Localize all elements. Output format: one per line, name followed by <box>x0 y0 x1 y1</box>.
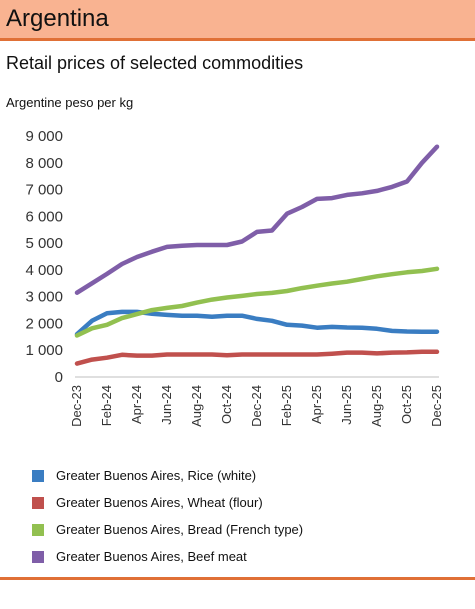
x-tick-label: Aug-24 <box>189 385 204 427</box>
x-tick-label: Dec-25 <box>429 385 444 427</box>
series-line-2 <box>74 266 440 338</box>
x-tick-label: Apr-24 <box>129 385 144 424</box>
legend: Greater Buenos Aires, Rice (white) Greate… <box>32 462 303 570</box>
legend-item: Greater Buenos Aires, Rice (white) <box>32 462 303 489</box>
legend-item: Greater Buenos Aires, Beef meat <box>32 543 303 570</box>
legend-label: Greater Buenos Aires, Bread (French type… <box>56 522 304 537</box>
x-tick-label: Dec-23 <box>69 385 84 427</box>
legend-swatch <box>32 469 44 482</box>
legend-item: Greater Buenos Aires, Bread (French type… <box>32 516 303 543</box>
footer-divider <box>0 577 475 580</box>
legend-swatch <box>32 550 44 563</box>
y-tick-label: 7 000 <box>25 182 63 199</box>
country-title: Argentina <box>6 5 109 32</box>
y-axis-unit-label: Argentine peso per kg <box>6 95 134 110</box>
legend-swatch <box>32 523 44 536</box>
x-tick-label: Feb-25 <box>279 385 294 426</box>
x-tick-label: Feb-24 <box>99 385 114 426</box>
header-bar: Argentina <box>0 0 475 41</box>
x-tick-label: Jun-24 <box>159 385 174 425</box>
series-line-1 <box>74 349 440 366</box>
y-tick-label: 3 000 <box>25 289 63 306</box>
y-tick-label: 2 000 <box>25 315 63 332</box>
x-tick-label: Oct-24 <box>219 385 234 424</box>
chart-title: Retail prices of selected commodities <box>6 53 304 73</box>
x-tick-label: Jun-25 <box>339 385 354 425</box>
x-tick-label: Oct-25 <box>399 385 414 424</box>
legend-label: Greater Buenos Aires, Rice (white) <box>56 468 257 483</box>
y-tick-label: 1 000 <box>25 342 63 359</box>
legend-label: Greater Buenos Aires, Beef meat <box>56 549 247 564</box>
y-tick-label: 5 000 <box>25 235 63 252</box>
line-chart: 0 1 000 2 000 3 000 4 000 5 000 6 000 7 000 8 00… <box>25 128 444 427</box>
series-line-3 <box>74 144 440 295</box>
x-tick-label: Apr-25 <box>309 385 324 424</box>
legend-label: Greater Buenos Aires, Wheat (flour) <box>56 495 263 510</box>
x-tick-label: Dec-24 <box>249 385 264 427</box>
legend-item: Greater Buenos Aires, Wheat (flour) <box>32 489 303 516</box>
y-tick-label: 4 000 <box>25 262 63 279</box>
y-tick-label: 0 <box>55 369 63 386</box>
legend-swatch <box>32 496 44 509</box>
y-tick-label: 6 000 <box>25 208 63 225</box>
y-tick-label: 9 000 <box>25 128 63 145</box>
x-tick-label: Aug-25 <box>369 385 384 427</box>
y-tick-label: 8 000 <box>25 155 63 172</box>
